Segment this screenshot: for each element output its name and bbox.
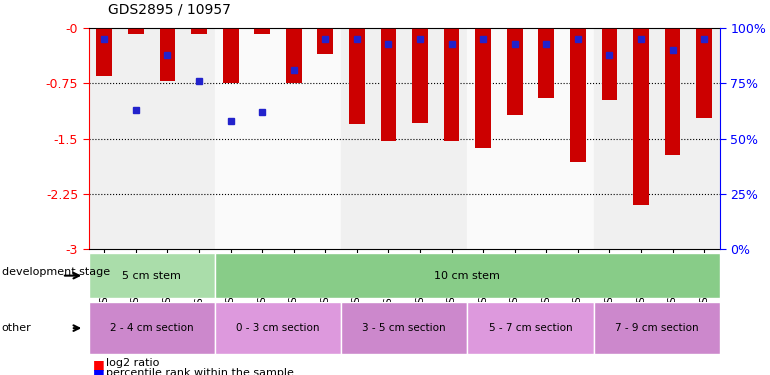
Bar [594,302,720,354]
Bar [507,28,523,115]
Bar [444,28,460,141]
Bar [349,28,365,124]
Text: 0 - 3 cm section: 0 - 3 cm section [236,323,320,333]
Text: 7 - 9 cm section: 7 - 9 cm section [615,323,698,333]
Bar [286,28,302,84]
Bar [570,28,586,162]
Bar [89,302,215,354]
Bar [89,28,215,249]
Bar [159,28,176,81]
Text: development stage: development stage [2,267,109,277]
Bar [380,28,397,141]
Bar [215,253,720,298]
Bar [594,28,720,249]
Bar [215,302,341,354]
Bar [317,28,333,54]
Bar [341,28,467,249]
Bar [467,302,594,354]
Bar [128,28,144,34]
Bar [601,28,618,100]
Text: other: other [2,323,32,333]
Bar [341,302,467,354]
Bar [191,28,207,34]
Bar [89,253,215,298]
Text: GDS2895 / 10957: GDS2895 / 10957 [108,3,231,17]
Bar [696,28,712,118]
Bar [412,28,428,123]
Text: 10 cm stem: 10 cm stem [434,271,500,280]
Bar [633,28,649,205]
Text: 5 cm stem: 5 cm stem [122,271,181,280]
Text: 3 - 5 cm section: 3 - 5 cm section [363,323,446,333]
Bar [223,28,239,84]
Text: log2 ratio: log2 ratio [106,358,159,368]
Bar [475,28,491,148]
Bar [96,28,112,76]
Text: ■: ■ [92,368,104,375]
Bar [467,28,594,249]
Text: 5 - 7 cm section: 5 - 7 cm section [489,323,572,333]
Bar [254,28,270,34]
Bar [538,28,554,98]
Text: percentile rank within the sample: percentile rank within the sample [106,368,294,375]
Bar [665,28,681,155]
Text: ■: ■ [92,358,104,371]
Text: 2 - 4 cm section: 2 - 4 cm section [110,323,193,333]
Bar [215,28,341,249]
